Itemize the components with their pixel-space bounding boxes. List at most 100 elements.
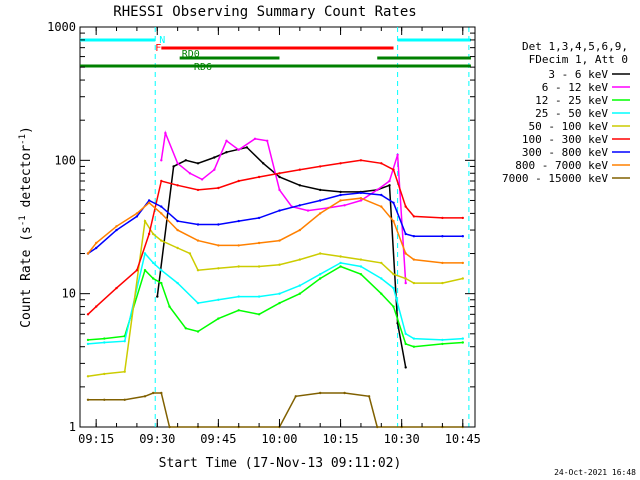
flag-bars: NF RD0 RD6 [80, 35, 471, 73]
data-point [319, 391, 322, 395]
legend-label: 7000 - 15000 keV [502, 172, 608, 185]
footer-date: 24-Oct-2021 16:48 [554, 468, 636, 477]
data-point [339, 162, 342, 165]
data-point [392, 273, 395, 276]
data-point [160, 205, 163, 208]
data-point [257, 265, 261, 268]
data-point [412, 258, 416, 261]
data-point [278, 209, 281, 212]
data-point [278, 292, 281, 295]
data-point [86, 313, 90, 316]
data-point [160, 212, 163, 215]
data-point [461, 235, 464, 238]
legend-label: 6 - 12 keV [542, 81, 609, 94]
data-point [319, 273, 322, 276]
legend-label: 100 - 300 keV [522, 133, 608, 146]
series-line-8 [88, 392, 463, 428]
data-point [461, 341, 464, 344]
data-point [225, 139, 228, 142]
vertical-markers [154, 27, 470, 427]
data-point [103, 398, 106, 401]
series-line-4 [87, 218, 463, 378]
data-point [262, 162, 265, 165]
data-point [461, 337, 464, 340]
data-point [103, 341, 106, 344]
data-point [237, 244, 240, 247]
data-point [115, 225, 118, 228]
data-point [176, 228, 179, 232]
data-point [184, 159, 187, 162]
data-point [441, 216, 444, 220]
data-point [441, 342, 444, 346]
data-point [392, 219, 395, 223]
data-point [266, 139, 269, 142]
flag-label-n: N [159, 35, 165, 46]
data-point [135, 215, 139, 218]
x-axis: 09:15 09:30 09:45 10:00 10:15 10:30 10:45 [78, 27, 481, 446]
data-point [123, 370, 126, 373]
data-point [412, 345, 416, 348]
data-point [95, 246, 98, 250]
data-point [319, 188, 322, 192]
data-point [196, 223, 200, 226]
data-point [152, 232, 155, 236]
data-point [217, 186, 220, 190]
data-point [404, 205, 407, 208]
data-point [184, 327, 187, 330]
data-point [359, 199, 363, 202]
data-point [196, 269, 200, 272]
data-point [103, 337, 106, 340]
data-point [196, 301, 200, 305]
y-axis-label: Count Rate (s-1 detector-1) [18, 126, 34, 328]
x-tick-label: 10:30 [384, 432, 420, 446]
data-point [257, 313, 261, 316]
data-point [339, 255, 342, 258]
data-point [319, 212, 322, 215]
data-point [160, 269, 163, 272]
series-line-3 [87, 251, 463, 345]
y-tick-label: 1 [69, 420, 76, 434]
legend-label: 50 - 100 keV [529, 120, 609, 133]
data-point [176, 281, 179, 285]
data-point [152, 277, 155, 280]
data-point [156, 295, 159, 298]
data-point [392, 201, 395, 204]
data-point [176, 184, 179, 187]
data-point [217, 298, 220, 301]
x-tick-label: 10:00 [261, 432, 297, 446]
data-point [147, 199, 151, 202]
data-point [123, 340, 126, 343]
data-point [172, 165, 175, 168]
data-point [196, 330, 200, 333]
data-point [123, 398, 126, 401]
data-point [168, 305, 171, 308]
data-point [245, 146, 249, 149]
data-point [147, 201, 151, 204]
data-point [298, 168, 301, 171]
data-point [441, 338, 444, 342]
data-point [160, 281, 163, 285]
plot-frame [79, 26, 476, 428]
x-tick-label: 10:45 [445, 432, 481, 446]
data-point [359, 159, 363, 162]
data-point [298, 184, 301, 187]
data-point [86, 342, 90, 346]
data-point [319, 252, 322, 255]
series-line-5 [87, 159, 463, 315]
data-point [217, 317, 220, 320]
data-point [143, 219, 147, 223]
data-point [257, 295, 261, 298]
data-point [298, 204, 301, 207]
data-point [396, 153, 399, 156]
data-point [343, 391, 346, 395]
legend-label: 12 - 25 keV [535, 94, 608, 107]
data-point [152, 391, 155, 395]
legend-label: 3 - 6 keV [548, 68, 608, 81]
data-point [86, 252, 90, 255]
data-point [200, 178, 204, 181]
data-point [294, 395, 297, 398]
data-point [298, 292, 301, 295]
series-line-1 [160, 130, 407, 284]
data-point [380, 205, 383, 208]
data-point [339, 199, 342, 202]
